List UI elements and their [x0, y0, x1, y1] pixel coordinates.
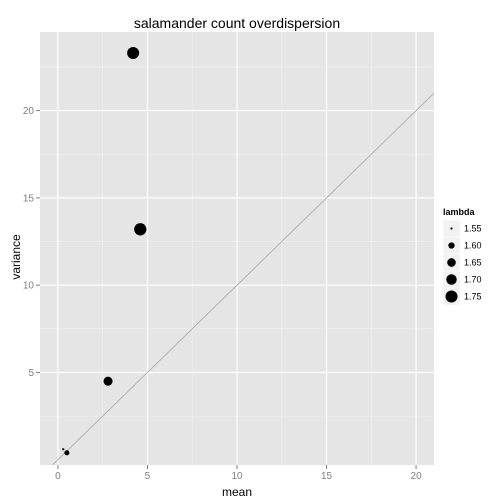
data-point — [64, 450, 70, 456]
y-tick-label: 5 — [28, 368, 34, 379]
legend-label: 1.75 — [464, 292, 482, 302]
data-points — [62, 46, 147, 456]
legend-point — [447, 258, 456, 267]
y-tick-label: 10 — [23, 281, 35, 292]
y-axis-title: variance — [9, 234, 23, 280]
y-tick-label: 15 — [23, 193, 35, 204]
legend-point — [446, 274, 457, 285]
legend-point — [450, 227, 453, 230]
reference-line — [52, 92, 435, 466]
x-tick-label: 15 — [321, 471, 333, 482]
legend-point — [445, 290, 458, 303]
x-tick-label: 0 — [55, 471, 61, 482]
x-axis-ticks: 0 5 10 15 20 — [55, 465, 422, 482]
y-tick-label: 20 — [23, 106, 35, 117]
chart-title: salamander count overdispersion — [134, 15, 340, 31]
y-axis-ticks: 5 10 15 20 — [23, 106, 40, 379]
legend-label: 1.70 — [464, 275, 482, 285]
data-point — [62, 448, 65, 451]
x-tick-label: 10 — [231, 471, 243, 482]
major-gridlines — [40, 32, 434, 465]
x-tick-label: 20 — [411, 471, 423, 482]
legend-point — [448, 242, 455, 249]
size-legend: lambda 1.55 1.60 1.65 1.70 1.75 — [442, 207, 482, 306]
legend-label: 1.55 — [464, 224, 482, 234]
legend-label: 1.65 — [464, 258, 482, 268]
data-point — [103, 376, 113, 386]
x-tick-label: 5 — [145, 471, 151, 482]
data-point — [134, 223, 147, 236]
data-point — [127, 46, 140, 59]
x-axis-title: mean — [222, 485, 252, 499]
legend-title: lambda — [443, 207, 476, 217]
legend-label: 1.60 — [464, 241, 482, 251]
